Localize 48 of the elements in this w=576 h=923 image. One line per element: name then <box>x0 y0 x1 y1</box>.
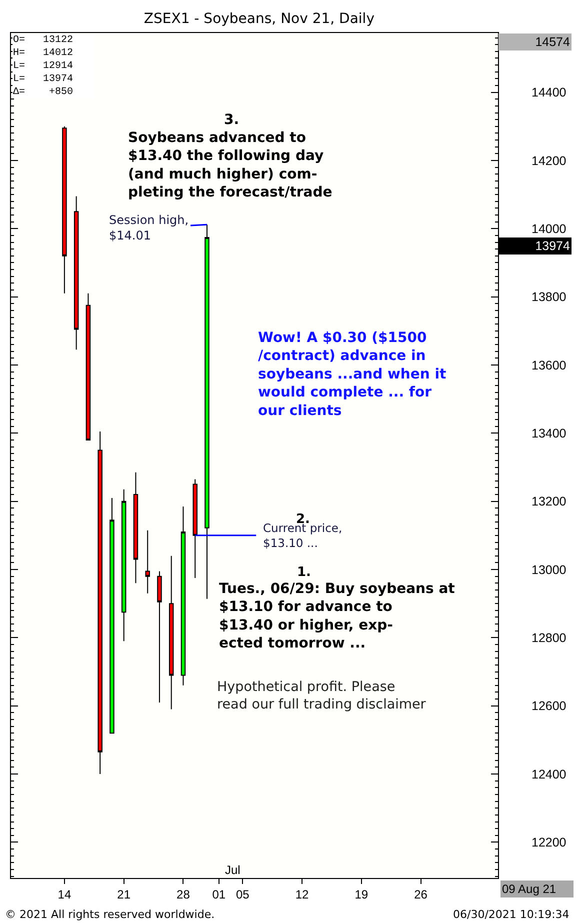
y-tick-label: 12600 <box>532 699 566 714</box>
candlestick <box>145 530 150 594</box>
y-tick-label: 12200 <box>532 836 566 850</box>
y-tick-label: 13000 <box>532 562 566 577</box>
candlestick <box>192 478 198 579</box>
y-tick-label: 12800 <box>532 631 566 646</box>
annotation: Session high, $14.01 <box>109 213 189 243</box>
x-tick-label: 28 <box>176 887 190 902</box>
text: 13974 <box>535 239 570 253</box>
y-tick-label: 13200 <box>532 494 566 509</box>
x-tick-label: 19 <box>354 887 368 902</box>
y-tick-label: 14000 <box>532 222 566 236</box>
annotation: O= 13122 H= 14012 L= 12914 L= 13974 Δ= +850 <box>13 35 74 98</box>
annotation: Tues., 06/29: Buy soybeans at $13.10 for advance to $13.40 or higher, exp- ected tomorrow ... <box>219 581 456 652</box>
candlestick <box>133 472 138 584</box>
annotation: Jul <box>225 863 240 877</box>
annotation: Soybeans advanced to $13.40 the following day (and much higher) com- pleting the forecast/trade <box>128 130 332 201</box>
annotation: Hypothetical profit. Please read our full trading disclaimer <box>217 679 426 713</box>
text: © 2021 All rights reserved worldwide. <box>5 908 215 921</box>
x-tick-label: 14 <box>58 887 72 902</box>
candlestick <box>86 292 91 440</box>
candlestick <box>168 555 174 710</box>
x-tick-label: 26 <box>414 887 428 902</box>
candlestick <box>110 497 114 734</box>
y-tick-label: 13800 <box>532 290 566 304</box>
annotation: Wow! A $0.30 ($1500 /contract) advance in soybeans ...and when it would complete ... for our clients <box>258 330 447 419</box>
x-tick-label: 12 <box>295 887 310 902</box>
x-tick-label: 01 <box>212 887 226 902</box>
y-tick-label: 14400 <box>532 86 566 100</box>
text: 14574 <box>535 35 570 49</box>
candlestick <box>204 224 210 600</box>
y-tick-label: 12400 <box>532 767 566 782</box>
chart-title: ZSEX1 - Soybeans, Nov 21, Daily <box>144 10 374 27</box>
y-tick-label: 13400 <box>532 426 566 441</box>
candlestick <box>121 488 126 642</box>
x-tick-label: 21 <box>117 887 131 902</box>
annotation: 1. <box>297 565 311 580</box>
x-tick-label: 05 <box>236 887 250 902</box>
y-tick-label: 13600 <box>532 358 566 372</box>
candlestick <box>62 126 67 294</box>
candlestick <box>180 506 186 686</box>
text: 09 Aug 21 <box>502 882 556 896</box>
annotation: 3. <box>224 112 240 128</box>
candlestick <box>157 570 162 703</box>
text: 06/30/2021 10:19:34 <box>453 908 570 921</box>
y-tick-label: 14200 <box>532 154 566 168</box>
candlestick <box>74 196 79 350</box>
candlestick <box>98 430 102 775</box>
